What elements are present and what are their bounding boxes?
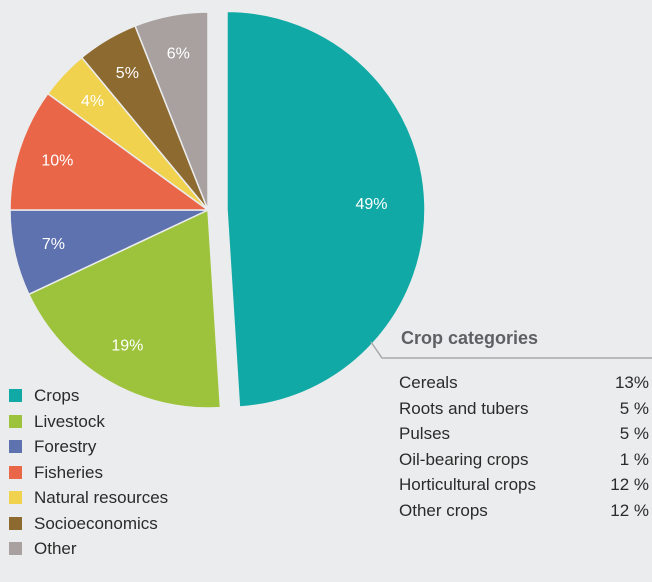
legend-label: Fisheries — [34, 462, 103, 482]
legend-label: Socioeconomics — [34, 513, 158, 533]
legend-swatch — [9, 389, 22, 403]
crop-row-name: Other crops — [399, 500, 488, 520]
crop-callout-leader — [370, 341, 652, 359]
slice-label-forestry: 7% — [42, 236, 65, 253]
crop-row-roots-tubers: Roots and tubers 5 % — [399, 396, 649, 422]
crop-row-pct: 5 % — [619, 424, 649, 443]
pie-slice-fisheries — [9, 92, 211, 211]
crop-categories-title: Crop categories — [401, 328, 539, 348]
legend-item-livestock: Livestock — [9, 409, 168, 435]
legend-label: Other — [34, 539, 77, 558]
legend-label: Livestock — [34, 411, 105, 431]
pie-slice-livestock — [27, 208, 222, 409]
legend-item-natural-resources: Natural resources — [9, 485, 168, 511]
crop-row-other-crops: Other crops 12 % — [399, 498, 649, 524]
slice-label-other: 6% — [167, 46, 190, 63]
legend-swatch — [9, 542, 22, 556]
legend-label: Natural resources — [34, 488, 169, 507]
crop-row-oil-bearing: Oil-bearing crops 1 % — [399, 447, 649, 473]
crop-categories-panel: Crop categories Cereals 13% Roots and tu… — [395, 324, 650, 520]
legend-swatch — [9, 465, 22, 479]
legend-item-socioeconomics: Socioeconomics — [9, 511, 168, 537]
legend-item-crops: Crops — [9, 383, 168, 409]
legend-item-forestry: Forestry — [9, 434, 168, 460]
slice-label-socioeconomics: 5% — [116, 65, 139, 82]
legend-item-fisheries: Fisheries — [9, 460, 168, 486]
crop-row-name: Horticultural crops — [399, 475, 536, 494]
crop-categories-table: Cereals 13% Roots and tubers 5 % Pulses … — [399, 370, 649, 523]
legend-swatch — [9, 440, 22, 454]
legend-swatch — [9, 516, 22, 530]
crop-row-name: Oil-bearing crops — [399, 449, 529, 469]
crop-row-name: Cereals — [399, 373, 458, 392]
slice-label-crops: 49% — [355, 196, 387, 213]
crop-row-pct: 13% — [614, 373, 649, 392]
pie-slice-labels: 49% 19% 7% 10% 4% 5% 6% — [41, 46, 387, 355]
slice-label-livestock: 19% — [111, 338, 143, 355]
legend-swatch — [9, 491, 22, 505]
crop-row-pulses: Pulses 5 % — [399, 421, 649, 447]
crop-row-cereals: Cereals 13% — [399, 370, 649, 396]
crop-row-name: Pulses — [399, 424, 451, 443]
crop-row-name: Roots and tubers — [399, 398, 529, 418]
legend-label: Forestry — [34, 437, 97, 456]
pie-slice-other — [134, 11, 209, 211]
legend-item-other: Other — [9, 536, 168, 562]
pie-slices — [9, 10, 426, 409]
crop-row-pct: 5 % — [619, 398, 649, 418]
legend-label: Crops — [34, 386, 80, 405]
legend-swatch — [9, 414, 22, 428]
slice-label-fisheries: 10% — [41, 152, 73, 169]
crop-row-pct: 12 % — [610, 500, 649, 520]
crop-row-pct: 12 % — [610, 475, 649, 494]
slice-label-natural-resources: 4% — [81, 93, 104, 110]
pie-slice-crops — [226, 10, 426, 408]
crop-row-pct: 1 % — [619, 449, 649, 469]
chart-legend: Crops Livestock Forestry Fisheries Natural r… — [9, 383, 168, 562]
crop-row-horticultural: Horticultural crops 12 % — [399, 472, 649, 498]
